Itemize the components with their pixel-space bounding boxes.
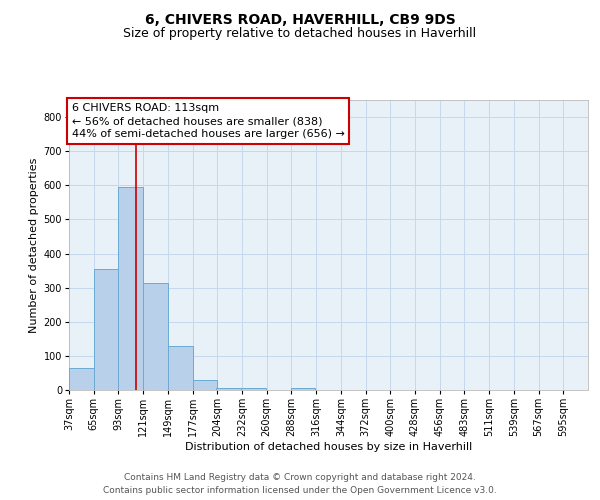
Bar [241,388,266,390]
Text: Size of property relative to detached houses in Haverhill: Size of property relative to detached ho… [124,28,476,40]
Bar [193,380,217,390]
Text: Contains HM Land Registry data © Crown copyright and database right 2024.
Contai: Contains HM Land Registry data © Crown c… [103,472,497,494]
Text: 6 CHIVERS ROAD: 113sqm
← 56% of detached houses are smaller (838)
44% of semi-de: 6 CHIVERS ROAD: 113sqm ← 56% of detached… [71,103,344,140]
Bar [118,187,143,390]
Bar [290,388,315,390]
Bar [69,368,94,390]
Text: 6, CHIVERS ROAD, HAVERHILL, CB9 9DS: 6, CHIVERS ROAD, HAVERHILL, CB9 9DS [145,12,455,26]
Bar [94,269,118,390]
Text: Distribution of detached houses by size in Haverhill: Distribution of detached houses by size … [185,442,472,452]
Bar [143,282,168,390]
Bar [217,388,241,390]
Y-axis label: Number of detached properties: Number of detached properties [29,158,40,332]
Bar [168,346,193,390]
